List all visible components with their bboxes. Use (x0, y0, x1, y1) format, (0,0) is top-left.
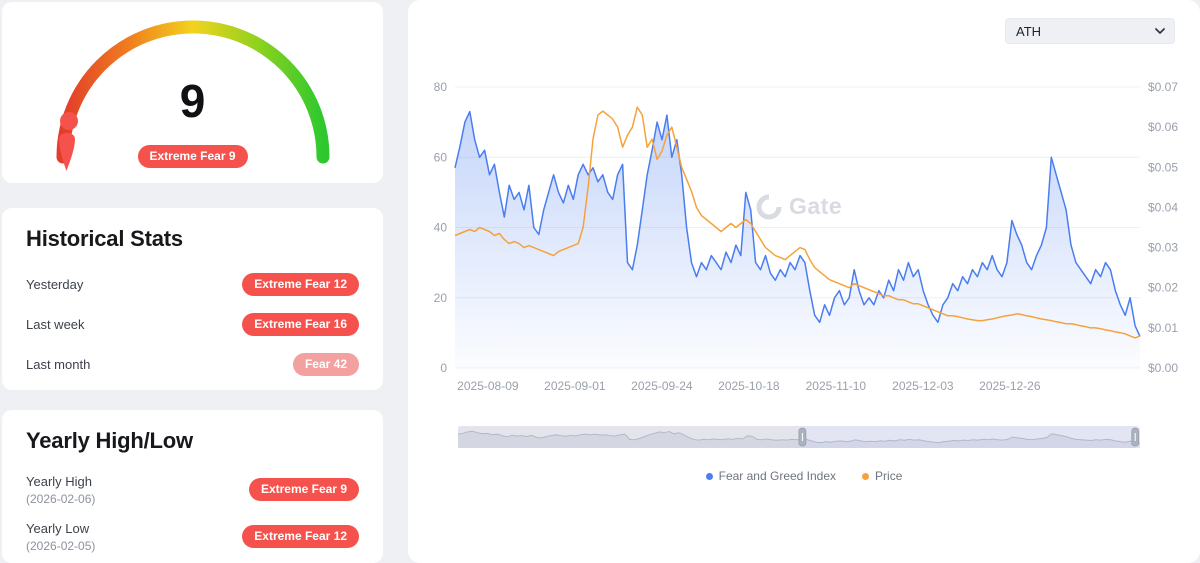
brush-minimap[interactable] (457, 426, 1141, 448)
historical-stats-title: Historical Stats (26, 226, 183, 251)
axis-tick-label: $0.02 (1148, 281, 1178, 295)
chart-legend: Fear and Greed Index Price (408, 469, 1200, 483)
axis-tick-label: 40 (434, 221, 448, 235)
row-label: Yearly High (26, 473, 93, 489)
axis-tick-label: $0.05 (1148, 160, 1178, 174)
legend-dot-icon (862, 472, 870, 480)
axis-tick-label: $0.01 (1148, 321, 1178, 335)
fear-greed-price-chart[interactable]: 0 20 40 60 80 $0.00 $0.01 $0.02 $0.03 $0.04 $0.05 $… (420, 78, 1180, 400)
yearly-low-label: Yearly Low (2026-02-05) (26, 521, 95, 553)
stat-row-last-month: Last month Fear 42 (26, 344, 359, 384)
axis-tick-label: $0.03 (1148, 241, 1178, 255)
stat-row-yesterday: Yesterday Extreme Fear 12 (26, 264, 359, 304)
axis-tick-label: 2025-12-26 (979, 379, 1041, 393)
fear-greed-gauge-card: 9 Extreme Fear 9 (2, 2, 383, 183)
yearly-high-low-card: Yearly High/Low Yearly High (2026-02-06)… (2, 410, 383, 563)
watermark-text: Gate (789, 193, 843, 219)
row-date: (2026-02-06) (26, 491, 96, 506)
brush-selected-region[interactable] (802, 426, 1136, 448)
status-badge: Fear 42 (292, 352, 359, 376)
stat-label: Last month (26, 356, 91, 372)
historical-stats-card: Historical Stats Yesterday Extreme Fear … (2, 208, 383, 390)
chart-panel: ATH Gate 0 20 40 60 80 $0.00 $0.01 $0.02 $0.03 $0… (408, 0, 1200, 563)
legend-label: Fear and Greed Index (718, 469, 837, 483)
axis-tick-label: 2025-11-10 (806, 379, 867, 393)
axis-tick-label: 2025-12-03 (892, 379, 954, 393)
range-dropdown[interactable]: ATH (1005, 18, 1175, 44)
yearly-rows: Yearly High (2026-02-06) Extreme Fear 9 … (26, 466, 359, 560)
axis-tick-label: 2025-08-09 (457, 379, 519, 393)
axis-tick-label: $0.04 (1148, 200, 1178, 214)
axis-tick-label: 0 (440, 361, 447, 375)
fear-greed-area (455, 111, 1140, 368)
status-badge: Extreme Fear 16 (242, 312, 359, 336)
legend-dot-icon (705, 472, 713, 480)
status-badge: Extreme Fear 12 (242, 272, 359, 296)
legend-item-price[interactable]: Price (862, 469, 902, 483)
fear-greed-line (454, 110, 1141, 337)
price-line (454, 106, 1141, 339)
axis-tick-label: 60 (434, 150, 448, 164)
status-badge: Extreme Fear 9 (248, 478, 359, 501)
chevron-down-icon (1155, 28, 1165, 34)
chart-zoom-brush[interactable] (457, 426, 1141, 448)
gauge-arc (56, 20, 329, 164)
historical-rows: Yesterday Extreme Fear 12 Last week Extr… (26, 264, 359, 384)
stat-label: Last week (26, 316, 85, 332)
row-date: (2026-02-05) (26, 538, 96, 553)
axis-tick-label: $0.06 (1148, 120, 1178, 134)
axis-tick-label: $0.07 (1148, 80, 1178, 94)
stat-row-last-week: Last week Extreme Fear 16 (26, 304, 359, 344)
yearly-low-row: Yearly Low (2026-02-05) Extreme Fear 12 (26, 513, 359, 560)
gauge-value: 9 (179, 75, 206, 127)
stat-label: Yesterday (26, 276, 84, 292)
gate-logo-icon (756, 194, 782, 219)
brush-unselected-region (458, 426, 803, 448)
status-badge: Extreme Fear 12 (242, 525, 359, 548)
legend-item-fear-greed-index[interactable]: Fear and Greed Index (705, 469, 837, 483)
gauge-status-badge: Extreme Fear 9 (137, 145, 248, 168)
gate-watermark: Gate (756, 193, 842, 220)
axis-tick-label: 80 (434, 80, 448, 94)
axis-tick-label: 2025-09-24 (631, 379, 693, 393)
yearly-high-row: Yearly High (2026-02-06) Extreme Fear 9 (26, 466, 359, 513)
axis-tick-label: 20 (434, 291, 448, 305)
yearly-high-label: Yearly High (2026-02-06) (26, 474, 95, 506)
gauge (56, 20, 329, 171)
row-label: Yearly Low (26, 520, 90, 536)
axis-tick-label: 2025-09-01 (544, 379, 606, 393)
gauge-pointer-icon (58, 112, 78, 171)
yearly-title: Yearly High/Low (26, 428, 193, 453)
axis-tick-label: 2025-10-18 (718, 379, 780, 393)
range-dropdown-value: ATH (1016, 23, 1042, 39)
legend-label: Price (875, 469, 903, 483)
axis-tick-label: $0.00 (1148, 361, 1178, 375)
